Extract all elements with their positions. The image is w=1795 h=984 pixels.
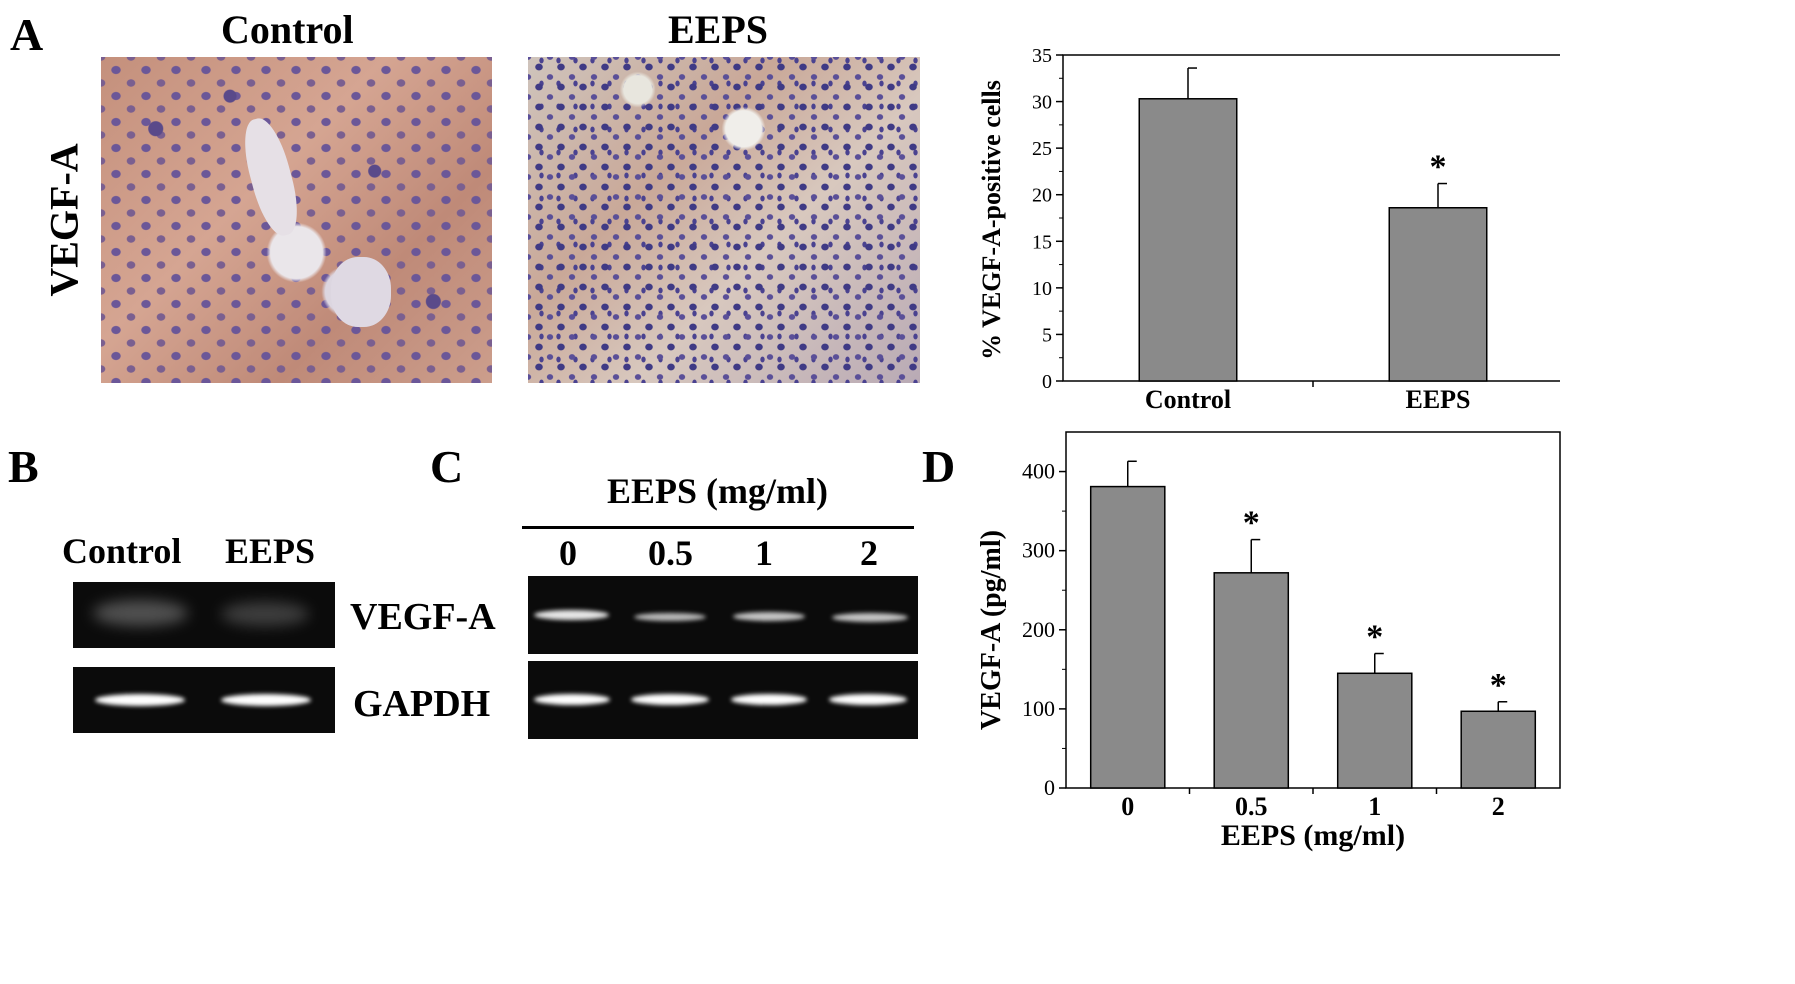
- panel-a-letter: A: [10, 9, 44, 60]
- y-tick-label: 35: [1032, 45, 1052, 67]
- bar: [1213, 572, 1290, 789]
- y-tick-label: 5: [1042, 324, 1052, 346]
- significance-mark: *: [1430, 149, 1447, 186]
- bar: [1336, 672, 1413, 789]
- chart-a-y-axis-label: % VEGF-A-positive cells: [977, 80, 1006, 360]
- panel-c-vegf-gel: [528, 576, 918, 654]
- y-tick-label: 0: [1044, 775, 1055, 800]
- significance-mark: *: [1490, 667, 1507, 704]
- y-tick-label: 15: [1032, 231, 1052, 253]
- micrograph-control: [101, 57, 492, 383]
- y-tick-label: 20: [1032, 185, 1052, 207]
- panel-c-header: EEPS (mg/ml): [607, 471, 828, 511]
- y-tick-label: 0: [1042, 371, 1052, 393]
- panel-b-vegf-gel: [73, 582, 335, 648]
- gel-band: [534, 694, 610, 705]
- vessel-lumen: [331, 257, 391, 327]
- panel-c-header-rule: [522, 526, 914, 529]
- x-category-label: EEPS: [1405, 385, 1470, 414]
- panel-d-letter: D: [922, 441, 956, 492]
- y-tick-label: 400: [1022, 459, 1055, 484]
- panel-b-lane-label: EEPS: [225, 531, 316, 571]
- gel-band: [634, 613, 706, 621]
- panel-c-lane-label: 0.5: [648, 533, 693, 573]
- chart-d-axes: 0 100 200 300 400: [1022, 431, 1561, 800]
- panel-a-image-title-eeps: EEPS: [668, 7, 769, 52]
- chart-a: 0 5 10 15 20 25 30 35 Control * EEPS % VEGF-A-pos…: [977, 45, 1560, 414]
- bar: [1138, 98, 1238, 382]
- significance-mark: *: [1366, 619, 1383, 656]
- x-category-label: 2: [1492, 792, 1505, 821]
- panel-c-gapdh-gel: [528, 661, 918, 739]
- y-tick-label: 100: [1022, 696, 1055, 721]
- gel-band: [221, 694, 311, 706]
- chart-a-axes: 0 5 10 15 20 25 30 35: [1032, 45, 1560, 393]
- significance-mark: *: [1243, 505, 1260, 542]
- y-tick-label: 30: [1032, 92, 1052, 114]
- x-category-label: Control: [1145, 385, 1231, 414]
- gel-band: [95, 694, 185, 706]
- gel-band: [221, 602, 309, 626]
- panel-b-letter: B: [8, 441, 39, 492]
- panel-b-lane-label: Control: [62, 531, 182, 571]
- chart-d-y-axis-label: VEGF-A (pg/ml): [976, 530, 1007, 730]
- y-tick-label: 10: [1032, 278, 1052, 300]
- panel-c-lane-label: 0: [559, 533, 577, 573]
- gel-band: [832, 613, 908, 622]
- chart-d: 0 100 200 300 400 0 * 0.5 * 1 * 2 VEGF-A (pg/ml) E…: [976, 431, 1561, 852]
- bar: [1460, 710, 1537, 789]
- gel-band: [829, 694, 907, 705]
- y-tick-label: 25: [1032, 138, 1052, 160]
- gel-band: [534, 610, 609, 620]
- x-category-label: 0: [1121, 792, 1134, 821]
- panel-a-row-label: VEGF-A: [41, 143, 87, 297]
- chart-d-x-axis-label: EEPS (mg/ml): [1221, 819, 1405, 852]
- micrograph-eeps: [528, 57, 920, 383]
- gel-band: [93, 600, 188, 626]
- chart-a-marks: Control * EEPS: [1138, 67, 1488, 414]
- x-category-label: 1: [1368, 792, 1381, 821]
- panel-c-lane-label: 2: [860, 533, 878, 573]
- gel-band: [731, 694, 807, 705]
- panel-c-letter: C: [430, 441, 464, 492]
- y-tick-label: 200: [1022, 617, 1055, 642]
- chart-d-marks: 0 * 0.5 * 1 * 2: [1089, 460, 1537, 821]
- vessel-lumen: [236, 113, 306, 241]
- y-tick-label: 300: [1022, 538, 1055, 563]
- x-category-label: 0.5: [1235, 792, 1268, 821]
- panel-b-row-label-vegf: VEGF-A: [350, 596, 496, 638]
- bar: [1089, 485, 1166, 789]
- bar: [1388, 207, 1488, 382]
- panel-b-row-label-gapdh: GAPDH: [353, 683, 491, 725]
- panel-a-image-title-control: Control: [221, 7, 354, 52]
- panel-b-gapdh-gel: [73, 667, 335, 733]
- gel-band: [631, 694, 709, 705]
- panel-c-lane-label: 1: [755, 533, 773, 573]
- gel-band: [733, 612, 805, 621]
